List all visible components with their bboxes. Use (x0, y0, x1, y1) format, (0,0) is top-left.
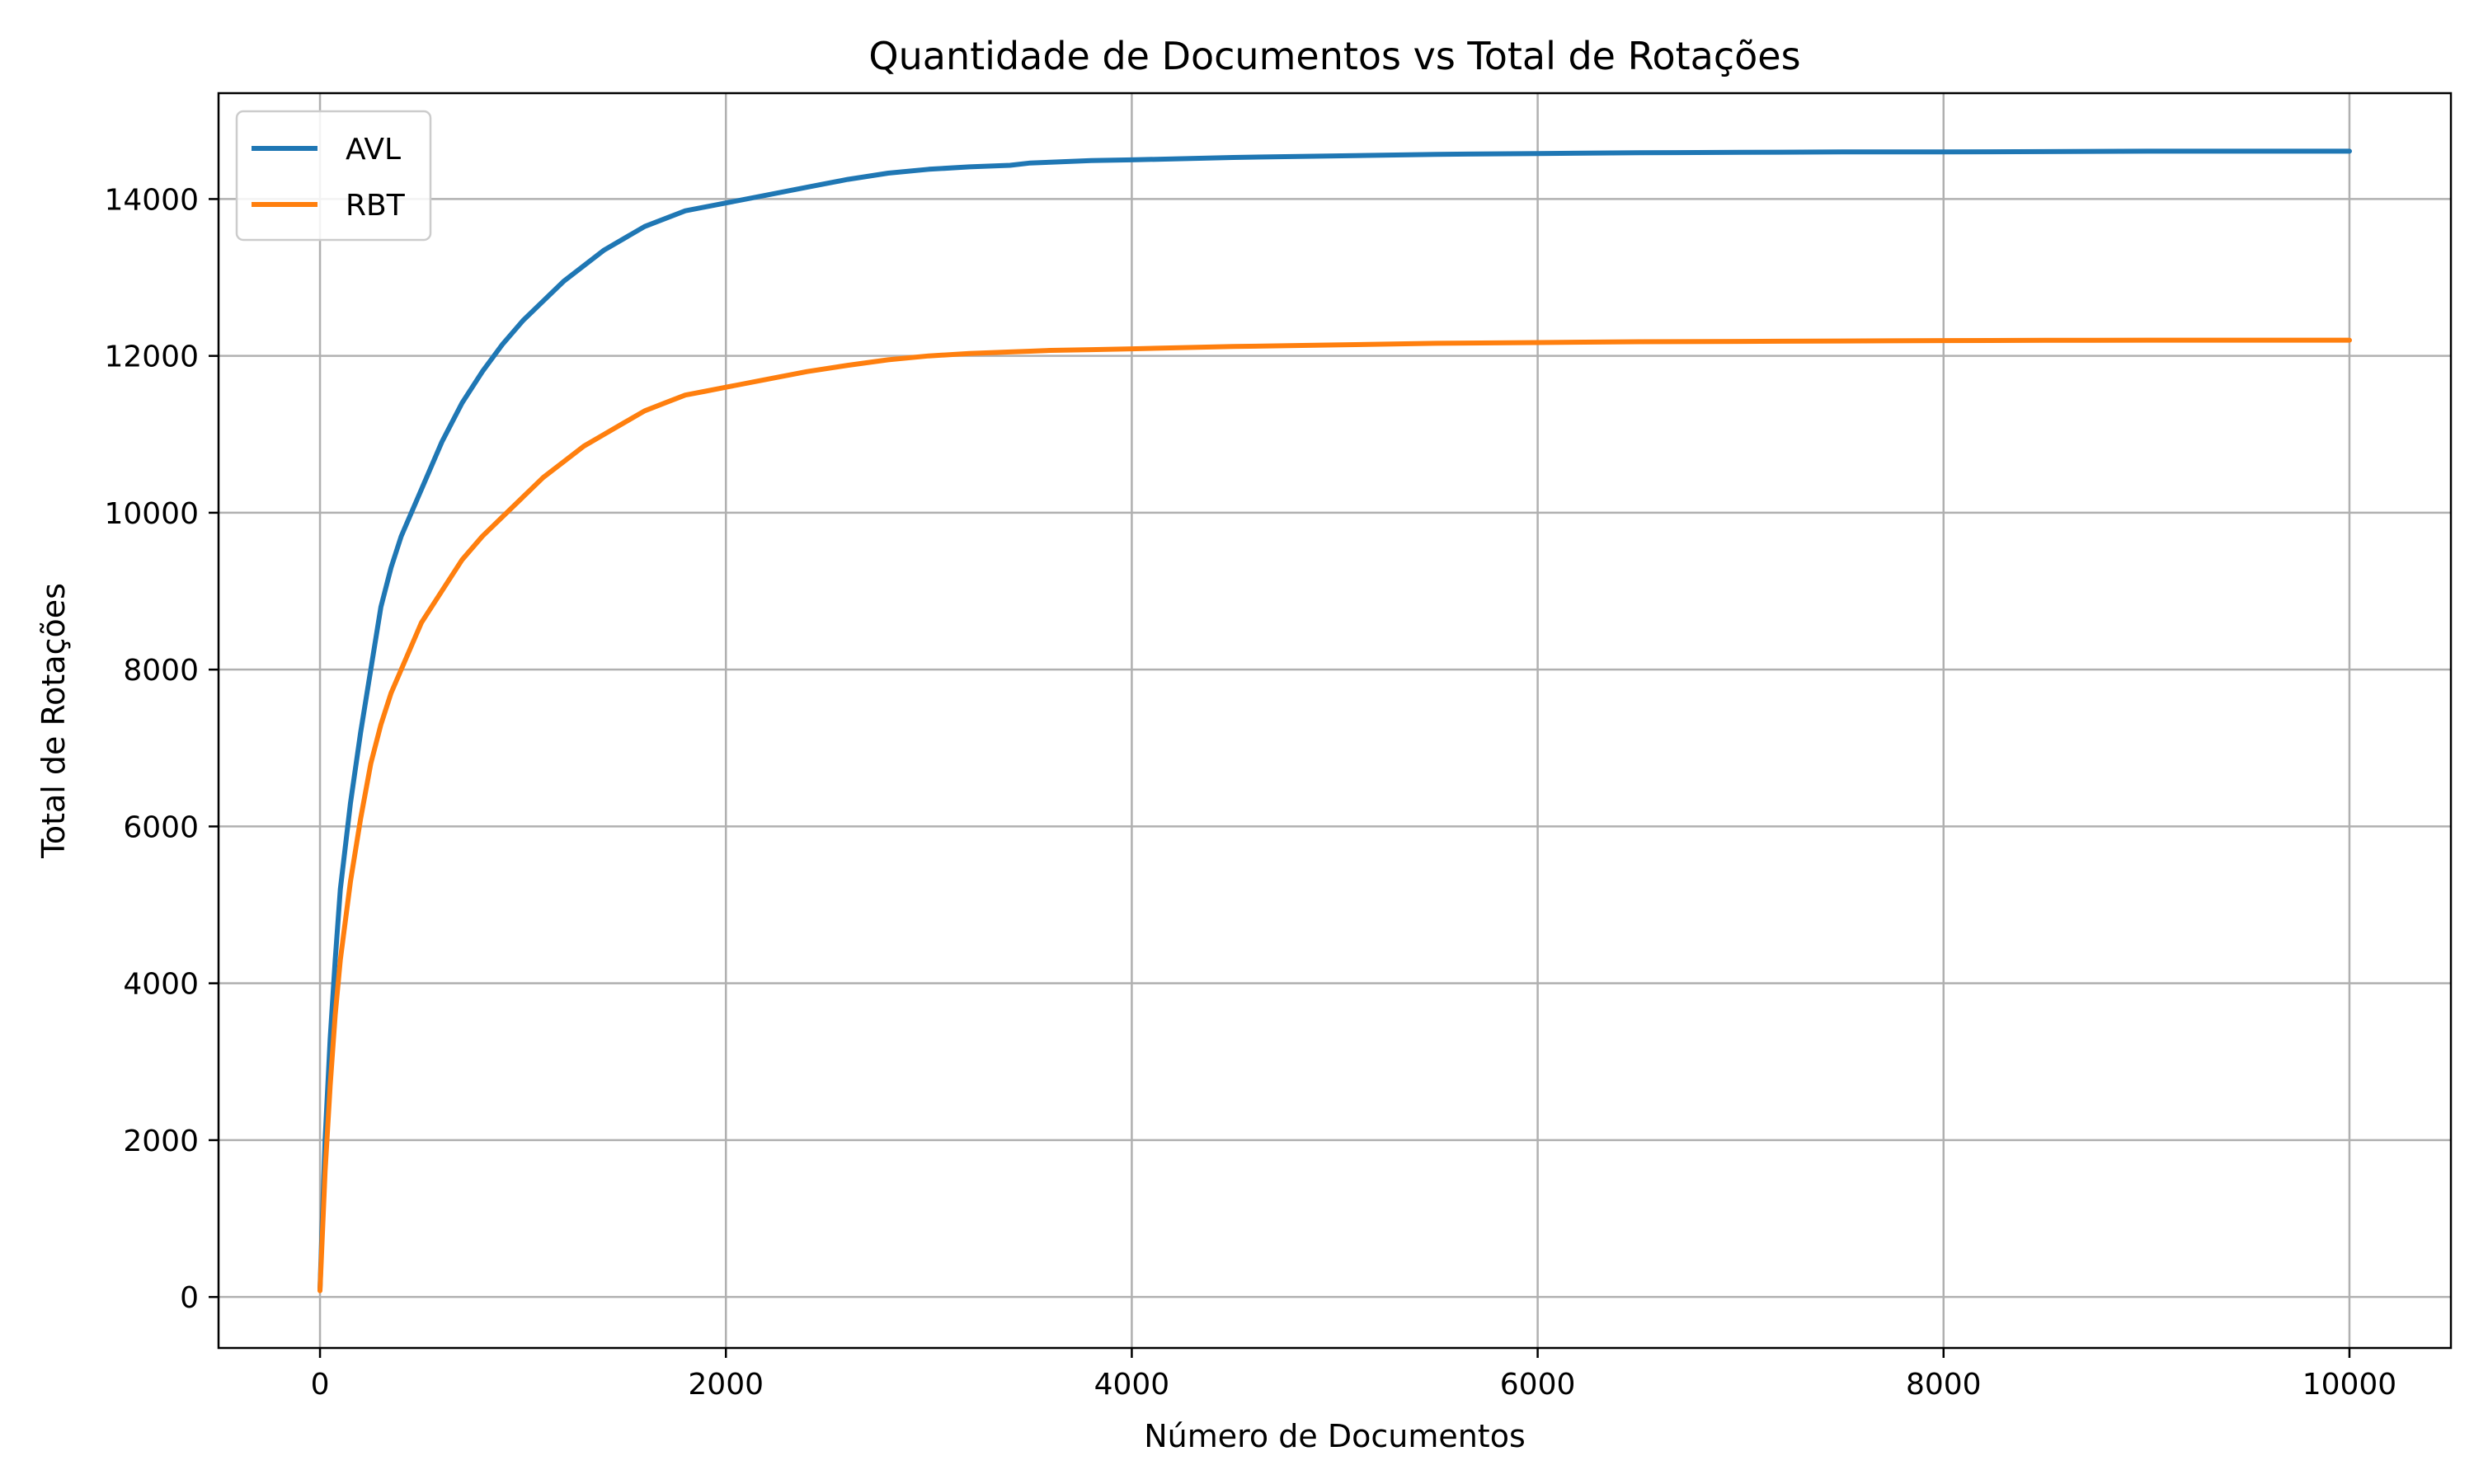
y-tick-label: 4000 (123, 968, 199, 1002)
y-tick-label: 12000 (104, 340, 199, 374)
series-lines (317, 148, 2352, 1294)
y-tick-label: 10000 (104, 497, 199, 531)
x-tick-label: 8000 (1906, 1368, 1982, 1402)
y-tick-label: 14000 (104, 183, 199, 217)
x-axis-title: Número de Documentos (1144, 1418, 1526, 1454)
legend-label-avl: AVL (346, 133, 401, 167)
x-tick-label: 0 (311, 1368, 330, 1402)
y-tick-label: 0 (180, 1281, 199, 1315)
x-tick-label: 4000 (1094, 1368, 1170, 1402)
series-line-rbt (317, 337, 2352, 1294)
legend: AVL RBT (235, 110, 432, 242)
x-tick-label: 6000 (1500, 1368, 1576, 1402)
legend-label-rbt: RBT (346, 189, 406, 223)
y-tick-label: 6000 (123, 810, 199, 844)
plot-frame (217, 92, 2453, 1350)
chart-title: Quantidade de Documentos vs Total de Rot… (868, 34, 1800, 78)
x-tick-label: 10000 (2302, 1368, 2397, 1402)
y-tick-label: 8000 (123, 654, 199, 688)
legend-box (235, 110, 432, 242)
y-axis-title: Total de Rotações (35, 583, 72, 859)
axis-ticks: 0 2000 4000 6000 8000 10000 0 2000 4000 6000 8000 1… (104, 183, 2396, 1402)
grid (219, 93, 2451, 1348)
series-line-avl (317, 148, 2352, 1292)
x-tick-label: 2000 (688, 1368, 764, 1402)
y-tick-label: 2000 (123, 1125, 199, 1158)
